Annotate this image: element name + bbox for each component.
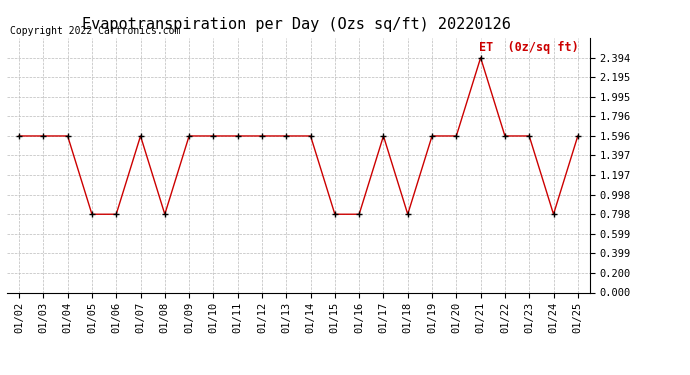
Text: Copyright 2022 Cartronics.com: Copyright 2022 Cartronics.com [10,26,181,36]
Text: Evapotranspiration per Day (Ozs sq/ft) 20220126: Evapotranspiration per Day (Ozs sq/ft) 2… [82,17,511,32]
Text: ET  (0z/sq ft): ET (0z/sq ft) [479,41,578,54]
